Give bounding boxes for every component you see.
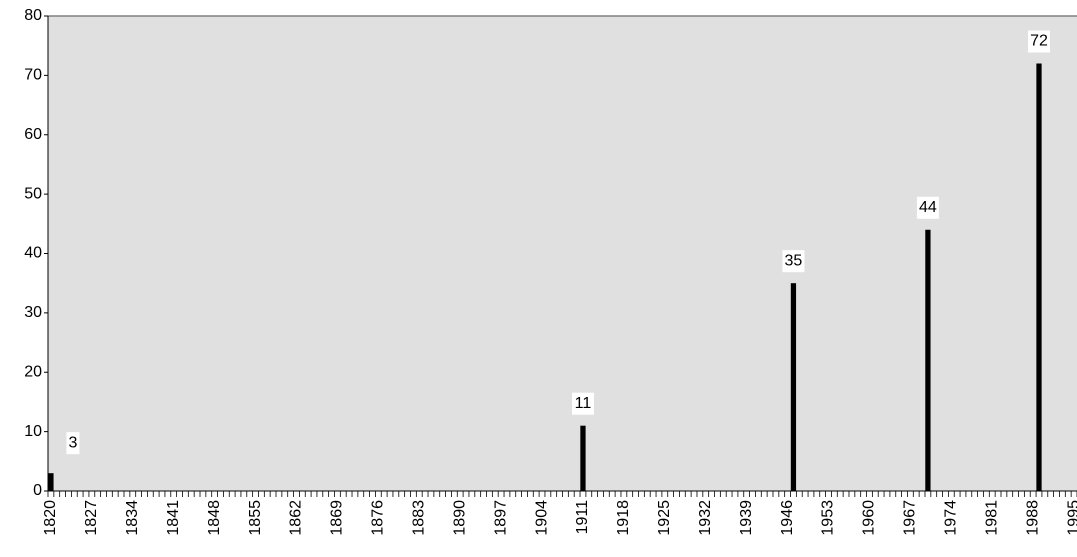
x-tick-label: 1988 [1024,500,1041,536]
x-tick-label: 1960 [861,500,878,536]
x-tick-label: 1820 [42,500,59,536]
plot-area [48,16,1077,491]
data-label-box [782,250,805,273]
bar [790,283,797,491]
bar [1036,63,1042,491]
x-tick-label: 1981 [983,500,1000,536]
data-label-box [571,392,594,415]
x-tick-label: 1932 [697,500,714,536]
x-tick-label: 1967 [902,500,919,536]
bar [925,229,931,491]
x-tick-label: 1827 [83,500,100,536]
y-tick-label: 30 [24,304,42,321]
y-tick-label: 70 [24,67,42,84]
data-label: 11 [575,395,592,412]
x-tick-label: 1890 [451,500,468,536]
y-tick-label: 10 [24,423,42,440]
x-tick-label: 1841 [165,500,182,536]
bar [580,425,586,491]
x-tick-label: 1918 [615,500,632,536]
y-tick-label: 0 [33,482,42,499]
y-tick-label: 60 [24,126,42,143]
x-tick-label: 1876 [370,500,387,536]
x-tick-label: 1904 [533,500,550,536]
y-tick-label: 80 [24,7,42,24]
x-tick-label: 1946 [779,500,796,536]
data-label-box [1027,30,1050,53]
x-tick-label: 1911 [574,500,591,535]
x-tick-label: 1834 [124,500,141,536]
x-tick-label: 1925 [656,500,673,536]
data-label: 3 [68,434,77,451]
data-label: 35 [785,252,803,269]
x-tick-label: 1897 [492,500,509,536]
x-tick-label: 1995 [1065,500,1077,536]
x-tick-label: 1974 [943,500,960,536]
data-label-box [66,432,80,455]
data-label: 44 [919,199,937,216]
x-tick-label: 1848 [206,500,223,536]
data-label: 72 [1030,33,1048,50]
data-label-box [916,196,939,219]
x-tick-label: 1855 [247,500,264,536]
y-tick-label: 50 [24,185,42,202]
x-tick-label: 1939 [738,500,755,536]
y-tick-label: 40 [24,245,42,262]
x-tick-label: 1953 [820,500,837,536]
x-tick-label: 1869 [329,500,346,536]
bar [48,473,54,491]
x-tick-label: 1883 [410,500,427,536]
y-tick-label: 20 [24,363,42,380]
x-tick-label: 1862 [288,500,305,536]
